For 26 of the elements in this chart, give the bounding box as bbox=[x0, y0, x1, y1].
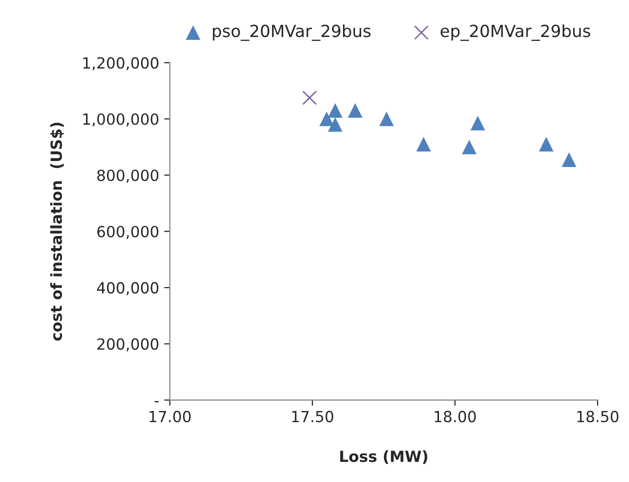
y-tick-label: 200,000 bbox=[97, 338, 158, 352]
point bbox=[319, 112, 334, 126]
y-tick-label: 400,000 bbox=[96, 282, 158, 296]
y-tick-label: 1,000,000 bbox=[83, 113, 158, 126]
point bbox=[379, 112, 394, 126]
point bbox=[470, 116, 486, 130]
point bbox=[328, 103, 342, 118]
y-tick-label: 800,000 bbox=[97, 170, 158, 183]
legend-label: pso_20MVar_29bus bbox=[212, 24, 371, 41]
y-tick-label: 600,000 bbox=[97, 226, 158, 239]
point bbox=[416, 136, 431, 152]
y-axis-title: cost of installation (US$) bbox=[50, 122, 64, 341]
point bbox=[302, 90, 317, 106]
x-tick-label: 18.00 bbox=[434, 410, 476, 422]
point bbox=[328, 117, 342, 132]
x-tick-label: 17.50 bbox=[292, 410, 334, 422]
point bbox=[348, 103, 362, 118]
x-axis-title: Loss (MW) bbox=[340, 450, 428, 464]
legend-label: ep_20MVar_29bus bbox=[440, 24, 590, 41]
point bbox=[562, 152, 576, 167]
point bbox=[538, 136, 554, 152]
x-tick-label: 17.00 bbox=[150, 410, 191, 422]
point bbox=[462, 140, 477, 154]
y-tick-label: 1,200,000 bbox=[83, 57, 158, 70]
x-tick-label: 18.50 bbox=[577, 410, 618, 422]
y-tick-label: - bbox=[154, 401, 159, 402]
